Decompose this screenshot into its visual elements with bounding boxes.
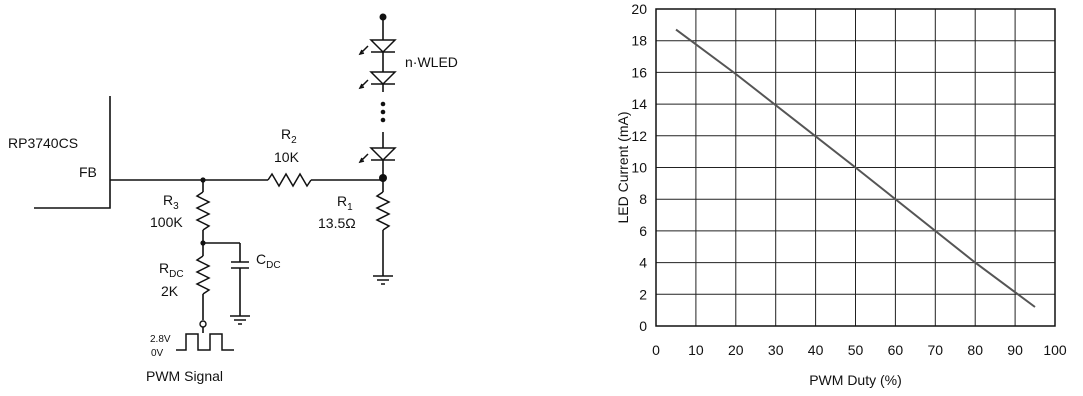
chart-series — [675, 28, 1036, 308]
plot-frame — [655, 8, 1056, 327]
pwm-low-label: 0V — [151, 348, 164, 359]
x-tick-label: 60 — [888, 342, 904, 358]
resistor-rdc — [195, 255, 211, 295]
r2-name: R2 — [281, 126, 297, 146]
r2-value: 10K — [274, 149, 300, 165]
series-line — [675, 28, 1036, 308]
resistor-r2 — [267, 172, 312, 188]
x-tick-labels: 0 10 20 30 40 50 60 70 80 90 100 — [652, 342, 1067, 358]
y-tick-label: 16 — [631, 64, 647, 80]
circuit-diagram: RP3740CS FB R2 10K R3 100K CDC RDC 2K — [8, 13, 458, 384]
y-axis-label: LED Current (mA) — [615, 111, 631, 223]
r3-value: 100K — [150, 214, 183, 230]
r3-name: R3 — [163, 192, 179, 212]
x-tick-label: 0 — [652, 342, 660, 358]
pwm-input-terminal — [199, 320, 207, 328]
y-tick-label: 8 — [639, 191, 647, 207]
ic-outline — [34, 96, 111, 209]
y-tick-label: 4 — [639, 255, 647, 271]
resistor-r1 — [375, 191, 391, 231]
x-tick-label: 20 — [728, 342, 744, 358]
ic-label: RP3740CS — [8, 135, 78, 151]
led-diode-icon-3 — [358, 147, 397, 164]
x-tick-label: 30 — [768, 342, 784, 358]
y-tick-label: 0 — [639, 318, 647, 334]
continuation-dots — [380, 101, 386, 123]
y-tick-label: 18 — [631, 33, 647, 49]
r1-name: R1 — [337, 193, 353, 213]
x-axis-label: PWM Duty (%) — [809, 372, 902, 388]
resistor-r3 — [195, 191, 211, 231]
junction-dot-fb — [200, 177, 206, 183]
x-tick-label: 70 — [928, 342, 944, 358]
led-diode-icon-2 — [358, 71, 397, 90]
x-tick-label: 80 — [967, 342, 983, 358]
x-tick-label: 100 — [1043, 342, 1067, 358]
pwm-high-label: 2.8V — [150, 334, 171, 345]
rdc-name: RDC — [159, 260, 184, 280]
y-tick-label: 6 — [639, 223, 647, 239]
rdc-value: 2K — [161, 283, 179, 299]
x-tick-label: 10 — [688, 342, 704, 358]
led-current-chart: 0 2 4 6 8 10 12 14 16 18 20 0 10 20 30 40 50 60 70 80 90 100… — [615, 1, 1067, 388]
y-tick-label: 10 — [631, 160, 647, 176]
led-label: n·WLED — [405, 54, 458, 70]
led-diode-icon-1 — [358, 39, 397, 56]
r1-value: 13.5Ω — [318, 215, 356, 231]
junction-dot-mid — [200, 240, 206, 246]
x-tick-label: 40 — [808, 342, 824, 358]
ground-symbol-cdc — [230, 315, 250, 325]
y-tick-labels: 0 2 4 6 8 10 12 14 16 18 20 — [631, 1, 647, 334]
y-tick-label: 20 — [631, 1, 647, 17]
pwm-waveform-icon — [176, 333, 234, 351]
x-tick-label: 50 — [848, 342, 864, 358]
ground-symbol-r1 — [373, 275, 393, 285]
x-tick-label: 90 — [1007, 342, 1023, 358]
y-tick-label: 12 — [631, 128, 647, 144]
pin-fb-label: FB — [79, 164, 97, 180]
cdc-name: CDC — [256, 251, 281, 271]
pwm-signal-label: PWM Signal — [146, 368, 223, 384]
y-tick-label: 14 — [631, 96, 647, 112]
y-tick-label: 2 — [639, 286, 647, 302]
